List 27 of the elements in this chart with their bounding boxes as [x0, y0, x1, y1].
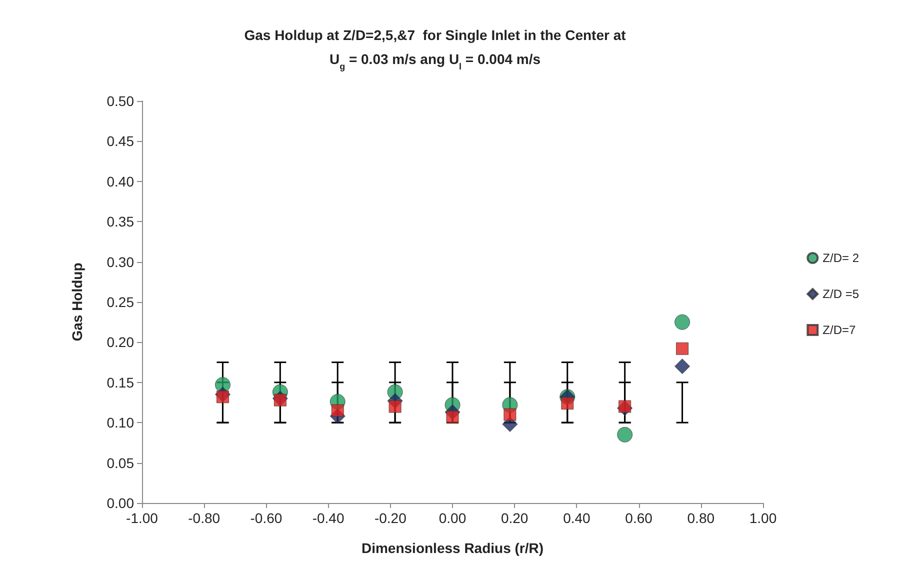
x-tick-label: -0.20 [374, 510, 407, 526]
y-tick-label: 0.40 [106, 173, 134, 190]
x-tick-label: 1.00 [749, 510, 777, 526]
x-tick-label: -0.80 [188, 510, 220, 526]
x-tick-label: -0.40 [312, 510, 344, 526]
x-axis-title: Dimensionless Radius (r/R) [361, 540, 544, 556]
y-tick-label: 0.35 [106, 214, 134, 230]
y-tick-label: 0.30 [106, 254, 134, 270]
y-tick-label: 0.00 [106, 495, 134, 511]
y-tick-label: 0.45 [106, 133, 134, 150]
y-tick-label: 0.25 [106, 294, 134, 310]
y-tick-label: 0.10 [106, 414, 134, 431]
x-tick-label: 0.60 [625, 510, 653, 526]
x-tick-label: -0.60 [250, 510, 282, 526]
x-tick-label: -1.00 [126, 510, 158, 526]
x-tick-label: 0.40 [563, 510, 591, 526]
x-tick-label: 0.20 [500, 510, 528, 526]
y-tick-label: 0.15 [106, 374, 134, 390]
y-tick-label: 0.05 [106, 454, 134, 471]
x-tick-label: 0.80 [687, 510, 715, 526]
legend-label: Z/D= 2 [822, 251, 860, 265]
legend-label: Z/D =5 [822, 287, 860, 301]
y-tick-label: 0.20 [106, 334, 134, 350]
x-tick-label: 0.00 [438, 510, 466, 526]
y-tick-label: 0.50 [106, 93, 134, 109]
legend-label: Z/D=7 [822, 323, 856, 337]
y-axis-title: Gas Holdup [69, 262, 85, 342]
